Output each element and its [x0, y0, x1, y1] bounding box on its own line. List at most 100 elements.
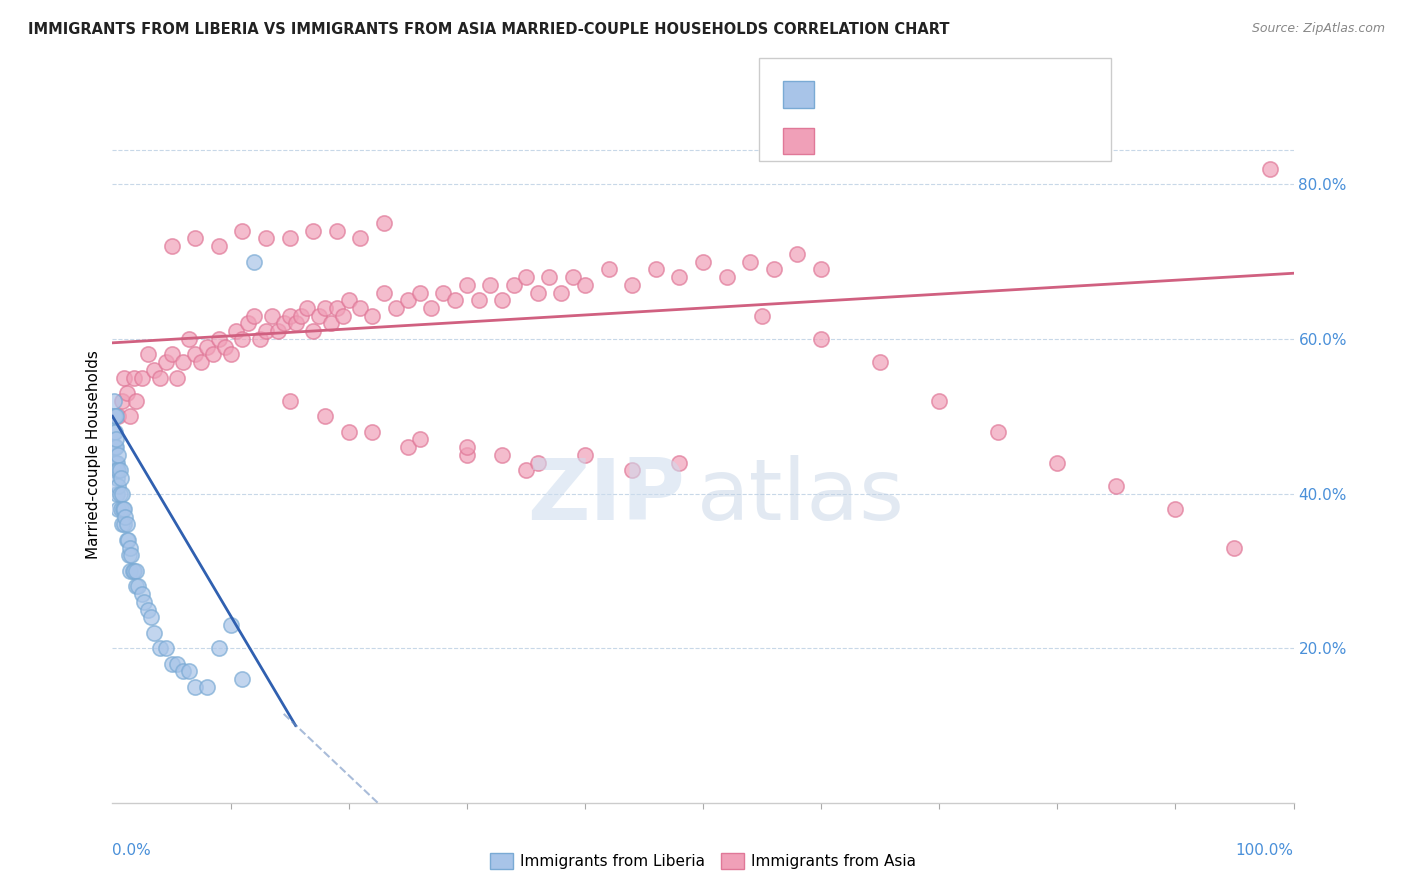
- Point: [987, 425, 1010, 439]
- Text: 0.373: 0.373: [865, 136, 908, 150]
- Point: [134, 595, 156, 609]
- Point: [260, 309, 283, 323]
- Point: [105, 463, 128, 477]
- Point: [141, 610, 163, 624]
- Point: [503, 277, 526, 292]
- Point: [166, 657, 188, 671]
- Point: [337, 425, 360, 439]
- Point: [243, 254, 266, 268]
- Point: [190, 355, 212, 369]
- Point: [297, 301, 319, 315]
- Point: [149, 370, 172, 384]
- Text: 107: 107: [966, 136, 995, 150]
- Point: [122, 370, 145, 384]
- Point: [396, 440, 419, 454]
- Point: [786, 247, 808, 261]
- Point: [120, 409, 142, 424]
- Point: [373, 285, 395, 300]
- Point: [105, 463, 128, 477]
- Point: [103, 393, 125, 408]
- Y-axis label: Married-couple Households: Married-couple Households: [86, 351, 101, 559]
- Point: [105, 409, 128, 424]
- Point: [110, 471, 132, 485]
- Point: [111, 486, 134, 500]
- Point: [184, 680, 207, 694]
- Point: [267, 324, 290, 338]
- Point: [219, 618, 242, 632]
- Point: [104, 456, 127, 470]
- Point: [117, 533, 139, 547]
- Text: ZIP: ZIP: [527, 455, 685, 538]
- Point: [111, 393, 134, 408]
- Point: [105, 456, 128, 470]
- Text: R =: R =: [825, 89, 859, 103]
- Point: [149, 641, 172, 656]
- Point: [621, 277, 644, 292]
- Point: [349, 301, 371, 315]
- Point: [231, 224, 253, 238]
- Point: [112, 370, 135, 384]
- Point: [231, 672, 253, 686]
- Point: [644, 262, 666, 277]
- Point: [184, 347, 207, 361]
- Point: [249, 332, 271, 346]
- Point: [869, 355, 891, 369]
- Point: [254, 231, 277, 245]
- Text: N =: N =: [932, 89, 966, 103]
- Point: [396, 293, 419, 308]
- Point: [115, 533, 138, 547]
- Point: [716, 270, 738, 285]
- Point: [456, 448, 478, 462]
- Point: [105, 456, 128, 470]
- Text: -0.530: -0.530: [865, 89, 914, 103]
- Point: [111, 517, 134, 532]
- Point: [105, 440, 128, 454]
- Point: [201, 347, 224, 361]
- Text: atlas: atlas: [697, 455, 905, 538]
- Text: N =: N =: [932, 136, 966, 150]
- Point: [515, 270, 537, 285]
- Point: [1105, 479, 1128, 493]
- Point: [107, 502, 129, 516]
- Point: [420, 301, 443, 315]
- Text: 0.0%: 0.0%: [112, 843, 152, 858]
- Point: [103, 440, 125, 454]
- Text: IMMIGRANTS FROM LIBERIA VS IMMIGRANTS FROM ASIA MARRIED-COUPLE HOUSEHOLDS CORREL: IMMIGRANTS FROM LIBERIA VS IMMIGRANTS FR…: [28, 22, 949, 37]
- Point: [314, 301, 336, 315]
- Point: [574, 277, 596, 292]
- Point: [214, 340, 236, 354]
- Point: [127, 579, 149, 593]
- Point: [385, 301, 408, 315]
- Point: [172, 665, 194, 679]
- Point: [136, 602, 159, 616]
- Point: [751, 309, 773, 323]
- Point: [491, 293, 513, 308]
- Point: [118, 549, 141, 563]
- Point: [125, 393, 148, 408]
- Point: [112, 502, 135, 516]
- Point: [284, 317, 307, 331]
- Point: [408, 285, 430, 300]
- Point: [273, 317, 295, 331]
- Point: [219, 347, 242, 361]
- Point: [103, 425, 125, 439]
- Point: [332, 309, 354, 323]
- Point: [114, 509, 136, 524]
- Point: [142, 625, 165, 640]
- Point: [810, 262, 832, 277]
- Point: [928, 393, 950, 408]
- Point: [479, 277, 502, 292]
- Point: [103, 409, 125, 424]
- Point: [208, 332, 231, 346]
- Point: [142, 363, 165, 377]
- Point: [125, 564, 148, 578]
- Point: [107, 448, 129, 462]
- Point: [120, 541, 142, 555]
- Point: [225, 324, 247, 338]
- Point: [319, 317, 342, 331]
- Point: [1223, 541, 1246, 555]
- Point: [120, 549, 142, 563]
- Point: [179, 332, 201, 346]
- Point: [308, 309, 330, 323]
- Point: [125, 579, 148, 593]
